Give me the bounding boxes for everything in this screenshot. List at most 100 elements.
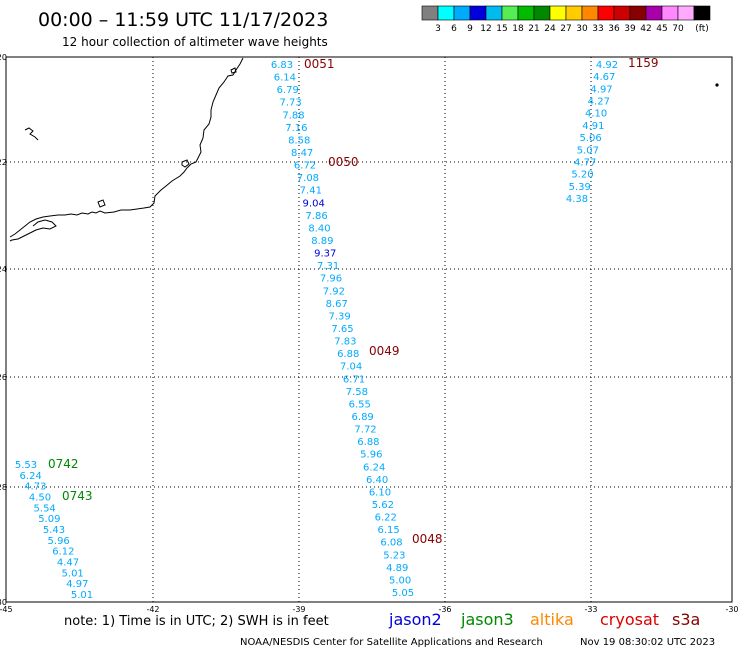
swh-value-label: 7.65 <box>331 324 353 335</box>
swh-value-label: 4.89 <box>386 563 408 574</box>
swh-value-label: 6.10 <box>369 487 391 498</box>
swh-value-label: 6.88 <box>357 437 379 448</box>
swh-value-label: 7.58 <box>346 387 368 398</box>
swh-value-label: 5.53 <box>15 460 37 471</box>
longitude-tick-label: -42 <box>146 605 159 614</box>
swh-value-label: 4.97 <box>66 579 88 590</box>
swh-value-label: 7.08 <box>297 173 319 184</box>
axis-tick-labels: -45 -42 -39 -36 -33 -30 -20 -22 -24 -26 -28 -30 <box>0 53 739 614</box>
pass-time-labels: 0051 0050 0049 0048 1159 0742 0743 <box>48 56 659 546</box>
generated-timestamp: Nov 19 08:30:02 UTC 2023 <box>580 637 715 648</box>
swh-value-label: 6.72 <box>294 161 316 172</box>
satellite-s3a-label: s3a <box>672 610 700 629</box>
legend-tick-label: 36 <box>608 24 620 34</box>
legend-swatch <box>437 5 455 21</box>
footer-note: note: 1) Time is in UTC; 2) SWH is in fe… <box>64 614 329 629</box>
pass-time-label: 1159 <box>628 56 659 70</box>
graticule <box>6 57 732 602</box>
map-frame <box>5 56 733 603</box>
latitude-tick-label: -20 <box>0 53 7 62</box>
swh-value-label: 4.50 <box>29 493 51 504</box>
pass-time-label: 0049 <box>369 344 400 358</box>
swh-value-label: 4.92 <box>596 60 618 71</box>
color-scale-legend: 3 6 9 12 15 18 21 24 27 30 33 36 39 42 45 70 (ft) <box>421 5 711 34</box>
island-marker <box>715 83 719 87</box>
swh-value-label: 7.96 <box>320 274 342 285</box>
latitude-tick-label: -28 <box>0 483 7 492</box>
swh-value-label: 6.71 <box>343 374 365 385</box>
swh-value-label: 8.40 <box>308 223 330 234</box>
legend-swatch <box>565 5 583 21</box>
legend-swatch <box>629 5 647 21</box>
swh-value-label: 6.14 <box>274 73 296 84</box>
swh-value-label: 5.62 <box>372 500 394 511</box>
swh-value-label: 9.37 <box>314 249 336 260</box>
swh-value-label: 5.54 <box>34 503 56 514</box>
island-marker <box>24 127 39 141</box>
swh-value-label: 8.67 <box>326 299 348 310</box>
swh-value-label: 6.24 <box>20 471 42 482</box>
swh-value-label: 4.10 <box>585 109 607 120</box>
swh-value-label: 6.88 <box>337 349 359 360</box>
island-marker <box>97 199 106 208</box>
swh-value-label: 5.20 <box>571 170 593 181</box>
swh-value-label: 7.31 <box>317 261 339 272</box>
legend-tick-label: 3 <box>435 24 441 34</box>
legend-swatch <box>485 5 503 21</box>
legend-swatch <box>549 5 567 21</box>
swh-value-label: 6.22 <box>375 513 397 524</box>
legend-swatch <box>533 5 551 21</box>
legend-swatch <box>645 5 663 21</box>
legend-tick-label: 30 <box>576 24 588 34</box>
legend-tick-label: 15 <box>496 24 507 34</box>
island-marker <box>181 159 190 168</box>
legend-swatch <box>661 5 679 21</box>
legend-tick-label: 33 <box>592 24 603 34</box>
swh-value-label: 5.01 <box>71 590 93 601</box>
latitude-tick-label: -30 <box>0 598 7 607</box>
swh-value-label: 6.08 <box>380 538 402 549</box>
longitude-tick-label: -39 <box>292 605 305 614</box>
longitude-tick-label: -33 <box>584 605 597 614</box>
credit-line: NOAA/NESDIS Center for Satellite Applica… <box>240 637 543 648</box>
legend-swatch <box>421 5 439 21</box>
legend-swatch <box>581 5 599 21</box>
island-marker <box>230 67 237 74</box>
swh-value-label: 6.83 <box>271 60 293 71</box>
legend-tick-label: 21 <box>528 24 539 34</box>
swh-value-label: 5.07 <box>577 145 599 156</box>
legend-swatch <box>453 5 471 21</box>
swh-value-label: 4.67 <box>593 72 615 83</box>
swh-value-label: 7.88 <box>282 110 304 121</box>
legend-tick-label: 18 <box>512 24 524 34</box>
swh-value-label: 7.04 <box>340 362 362 373</box>
swh-value-label: 6.40 <box>366 475 388 486</box>
legend-swatch <box>597 5 615 21</box>
swh-value-label: 4.38 <box>566 194 588 205</box>
swh-value-label: 5.05 <box>392 588 414 599</box>
pass-time-label: 0048 <box>412 532 443 546</box>
swh-value-label: 6.24 <box>363 462 385 473</box>
swh-value-label: 5.23 <box>383 550 405 561</box>
swh-value-label: 4.77 <box>574 157 596 168</box>
swh-value-label: 8.58 <box>288 135 310 146</box>
swh-value-label: 5.39 <box>569 182 591 193</box>
legend-tick-label: 42 <box>640 24 651 34</box>
coastline <box>9 57 244 238</box>
swh-value-label: 6.15 <box>377 525 399 536</box>
legend-tick-label: 9 <box>467 24 473 34</box>
swh-value-label: 5.06 <box>580 133 602 144</box>
swh-value-label: 4.97 <box>590 84 612 95</box>
swh-value-label: 6.55 <box>349 399 371 410</box>
swh-value-label: 6.89 <box>352 412 374 423</box>
pass-time-label: 0051 <box>304 57 335 71</box>
swh-value-label: 4.73 <box>24 482 46 493</box>
swh-value-label: 7.39 <box>328 311 350 322</box>
pass-time-label: 0742 <box>48 457 79 471</box>
legend-swatch <box>613 5 631 21</box>
legend-swatch <box>517 5 535 21</box>
legend-tick-label: 27 <box>560 24 571 34</box>
swh-value-label: 8.89 <box>311 236 333 247</box>
legend-swatch <box>677 5 695 21</box>
